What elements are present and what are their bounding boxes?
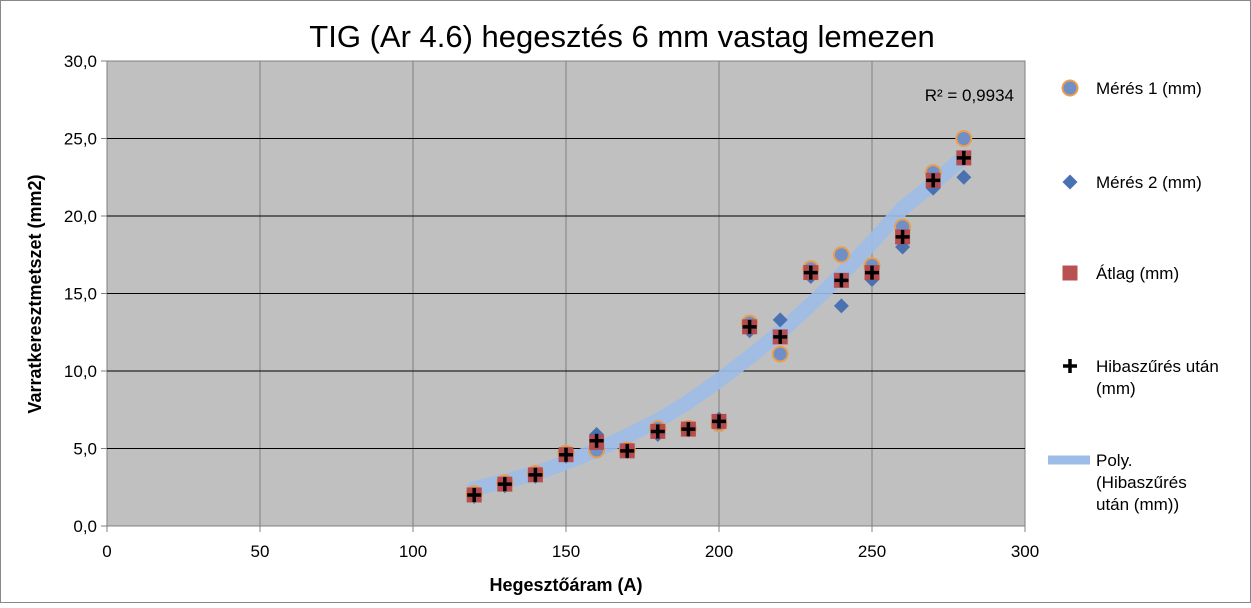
- legend-label-line: Átlag (mm): [1096, 264, 1179, 283]
- data-point-filtered: [895, 229, 910, 244]
- x-tick-label: 300: [1011, 542, 1039, 561]
- x-tick-label: 50: [251, 542, 270, 561]
- data-point-filtered: [956, 150, 971, 165]
- data-point-measurement-2: [772, 312, 788, 328]
- data-point-filtered: [650, 424, 665, 439]
- legend-label: Poly. (Hibaszűrés után (mm)): [1096, 451, 1187, 514]
- legend-label-line: Mérés 1 (mm): [1096, 79, 1202, 98]
- x-tick-label: 250: [858, 542, 886, 561]
- data-point-filtered: [681, 422, 696, 437]
- x-tick-label: 150: [552, 542, 580, 561]
- x-tick-label: 100: [399, 542, 427, 561]
- y-axis-label: Varratkeresztmetszet (mm2): [25, 174, 45, 413]
- data-point-filtered: [620, 443, 635, 458]
- trendline-group: [466, 149, 972, 497]
- data-point-measurement-2: [833, 298, 849, 314]
- chart-title: TIG (Ar 4.6) hegesztés 6 mm vastag lemez…: [309, 19, 934, 54]
- axes: 0 50 100 150 200 250 300 0,0 5,0 10,0 15,0 20,0 25,0…: [64, 52, 1039, 561]
- data-point-filtered: [467, 488, 482, 502]
- data-point-measurement-2: [956, 169, 972, 185]
- x-tick-label: 200: [705, 542, 733, 561]
- legend-label-line: (Hibaszűrés: [1096, 473, 1187, 492]
- data-point-measurement-1: [771, 345, 789, 363]
- y-tick-label: 10,0: [64, 362, 97, 381]
- series-filtered: [467, 150, 971, 502]
- y-tick-label: 20,0: [64, 207, 97, 226]
- x-tick-label: 0: [102, 542, 111, 561]
- legend-label: Hibaszűrés után (mm): [1096, 357, 1219, 398]
- legend-marker-measurement-1: [1061, 79, 1079, 97]
- legend-label-line: Hibaszűrés után: [1096, 357, 1219, 376]
- data-point-filtered: [742, 319, 757, 334]
- y-tick-label: 5,0: [73, 440, 97, 459]
- data-point-filtered: [559, 447, 573, 462]
- legend-label: Mérés 2 (mm): [1096, 173, 1202, 192]
- grid-lines: [107, 61, 1025, 526]
- y-tick-label: 25,0: [64, 130, 97, 149]
- data-point-filtered: [528, 467, 543, 482]
- data-point-filtered: [834, 273, 849, 288]
- data-point-filtered: [712, 414, 726, 429]
- data-marks: [465, 130, 973, 505]
- legend-label-line: (mm): [1096, 379, 1136, 398]
- data-point-filtered: [497, 477, 512, 492]
- legend-label-line: után (mm)): [1096, 495, 1179, 514]
- y-tick-label: 30,0: [64, 52, 97, 71]
- legend-marker-measurement-2: [1062, 174, 1078, 190]
- data-point-filtered: [926, 173, 941, 188]
- x-axis-label: Hegesztőáram (A): [489, 575, 642, 595]
- data-point-filtered: [803, 265, 818, 280]
- legend-label-line: Mérés 2 (mm): [1096, 173, 1202, 192]
- legend-label: Átlag (mm): [1096, 264, 1179, 283]
- legend-marker-average: [1062, 265, 1078, 281]
- r-squared-annotation: R² = 0,9934: [925, 86, 1014, 105]
- data-point-filtered: [865, 265, 879, 280]
- legend-marker-filtered: [1063, 359, 1077, 373]
- trendline-path: [466, 149, 972, 497]
- legend-label-line: Poly.: [1096, 451, 1133, 470]
- data-point-filtered: [773, 329, 788, 344]
- data-point-measurement-1: [832, 246, 850, 264]
- data-point-measurement-1: [955, 130, 973, 147]
- y-tick-label: 15,0: [64, 285, 97, 304]
- legend: Mérés 1 (mm) Mérés 2 (mm) Átlag (mm) Hibasz…: [1048, 79, 1219, 514]
- legend-label: Mérés 1 (mm): [1096, 79, 1202, 98]
- y-tick-label: 0,0: [73, 517, 97, 536]
- data-point-filtered: [589, 433, 604, 448]
